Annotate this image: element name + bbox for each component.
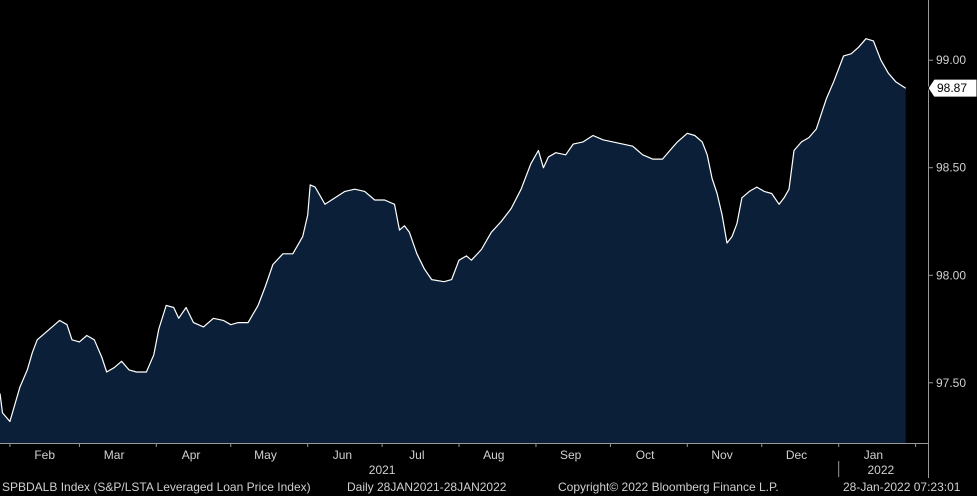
index-description: SPBDALB Index (S&P/LSTA Leveraged Loan P…	[2, 480, 311, 494]
last-value-box	[927, 78, 977, 98]
x-tick-label: Oct	[636, 448, 655, 462]
frequency-range: Daily 28JAN2021-28JAN2022	[347, 480, 507, 494]
year-label-2022: 2022	[868, 463, 895, 477]
x-tick-label: Jun	[333, 448, 352, 462]
price-area	[0, 38, 906, 443]
x-tick-label: May	[254, 448, 277, 462]
y-tick-label: 99.00	[936, 53, 966, 67]
x-tick-label: Dec	[786, 448, 807, 462]
x-tick-label: Apr	[182, 448, 201, 462]
x-tick-label: Jul	[409, 448, 424, 462]
x-tick-label: Sep	[560, 448, 582, 462]
x-tick-label: Jan	[864, 448, 883, 462]
y-tick-label: 97.50	[936, 376, 966, 390]
y-tick-label: 98.50	[936, 161, 966, 175]
x-tick-label: Nov	[711, 448, 732, 462]
x-tick-label: Feb	[34, 448, 55, 462]
last-value-label: 98.87	[937, 81, 967, 95]
x-tick-label: Aug	[483, 448, 504, 462]
price-line	[0, 38, 907, 423]
year-label-2021: 2021	[369, 463, 396, 477]
price-chart: 97.50 98.00 98.50 99.00 98.87 Feb Mar Apr May Jun…	[0, 0, 977, 478]
copyright-text: Copyright© 2022 Bloomberg Finance L.P.	[558, 480, 779, 494]
chart-footer: SPBDALB Index (S&P/LSTA Leveraged Loan P…	[0, 478, 977, 496]
timestamp: 28-Jan-2022 07:23:01	[843, 480, 961, 494]
x-tick-label: Mar	[104, 448, 125, 462]
y-tick-label: 98.00	[936, 268, 966, 282]
